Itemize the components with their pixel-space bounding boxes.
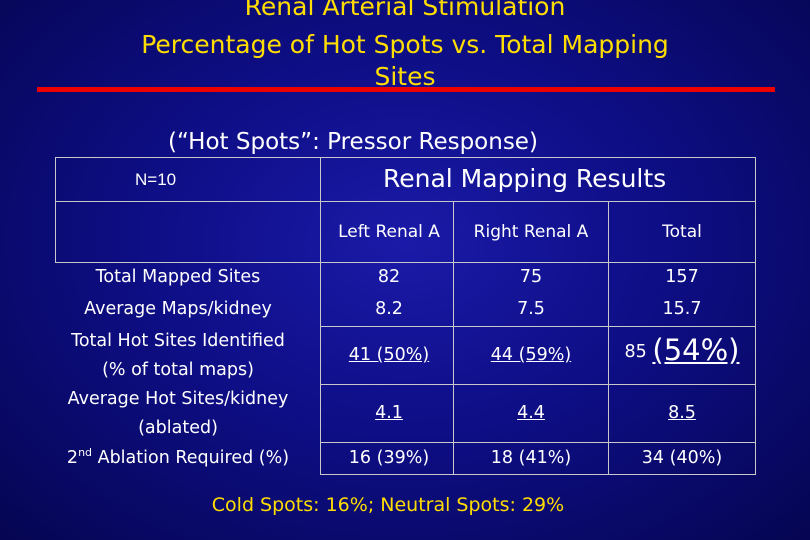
cell-second-ablation-total: 34 (40%) <box>641 448 723 468</box>
cell-second-ablation-left: 16 (39%) <box>348 448 430 468</box>
cell-average-maps-left: 8.2 <box>375 299 403 319</box>
column-divider-1 <box>453 201 454 475</box>
cell-average-hot-sites-right: 4.4 <box>517 403 545 423</box>
column-header-total: Total <box>662 222 702 242</box>
row-divider-3 <box>320 384 756 385</box>
footer-note: Cold Spots: 16%; Neutral Spots: 29% <box>211 494 565 516</box>
cell-second-ablation-right: 18 (41%) <box>490 448 572 468</box>
row-label-total-hot-sites-sub: (% of total maps) <box>102 360 254 380</box>
row-divider-header <box>320 262 756 263</box>
cell-average-maps-right: 7.5 <box>517 299 545 319</box>
table-header-n-cell <box>55 157 321 202</box>
column-header-left-renal: Left Renal A <box>338 222 440 242</box>
cell-hot-sites-total-percent: (54%) <box>652 333 740 367</box>
row-label-average-hot-sites-sub: (ablated) <box>138 418 218 438</box>
cell-total-mapped-right: 75 <box>519 267 543 287</box>
column-divider-2 <box>608 201 609 475</box>
title-line-3: Sites <box>374 62 436 91</box>
row-label-total-mapped-sites: Total Mapped Sites <box>95 267 261 287</box>
title-line-2: Percentage of Hot Spots vs. Total Mappin… <box>141 30 669 59</box>
row-label-total-hot-sites: Total Hot Sites Identified <box>71 331 285 351</box>
title-line-1: Renal Arterial Stimulation <box>244 0 566 21</box>
cell-hot-sites-total-count: 85 <box>624 342 647 362</box>
cell-average-hot-sites-total: 8.5 <box>668 403 696 423</box>
row-label-second-ablation: 2nd Ablation Required (%) <box>66 446 290 468</box>
cell-average-hot-sites-left: 4.1 <box>375 403 403 423</box>
cell-hot-sites-total: 85 (54%) <box>610 336 754 365</box>
subtitle: (“Hot Spots”: Pressor Response) <box>168 129 538 155</box>
cell-total-mapped-total: 157 <box>665 267 699 287</box>
table-group-header: Renal Mapping Results <box>383 164 667 193</box>
title-divider <box>37 87 775 92</box>
cell-hot-sites-right: 44 (59%) <box>490 345 572 365</box>
cell-hot-sites-left: 41 (50%) <box>348 345 430 365</box>
table-body-outline <box>320 201 756 475</box>
row-label-average-maps: Average Maps/kidney <box>84 299 272 319</box>
row-label-average-hot-sites: Average Hot Sites/kidney <box>67 389 289 409</box>
cell-total-mapped-left: 82 <box>377 267 401 287</box>
column-header-right-renal: Right Renal A <box>473 222 589 242</box>
cell-average-maps-total: 15.7 <box>662 299 702 319</box>
row-divider-2 <box>320 326 756 327</box>
table-empty-label-cell <box>55 201 321 263</box>
row-divider-4 <box>320 442 756 443</box>
sample-size-label: N=10 <box>135 170 177 189</box>
